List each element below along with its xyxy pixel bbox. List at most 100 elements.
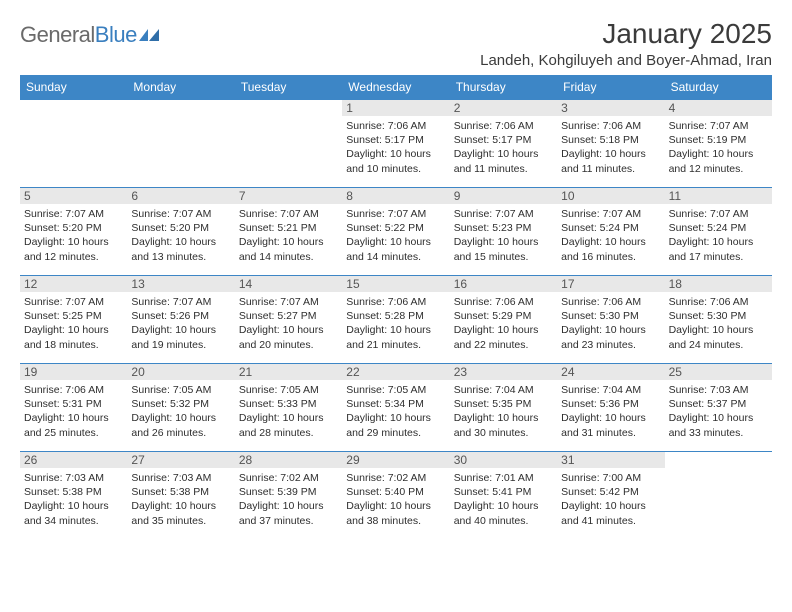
day-number: 18 [665, 276, 772, 292]
day-number: 29 [342, 452, 449, 468]
sunrise-label: Sunrise: 7:06 AM [454, 119, 553, 133]
day2-label: and 28 minutes. [239, 426, 338, 440]
calendar-cell: 8Sunrise: 7:07 AMSunset: 5:22 PMDaylight… [342, 187, 449, 275]
day-number: 28 [235, 452, 342, 468]
day2-label: and 38 minutes. [346, 514, 445, 528]
brand-gray: General [20, 22, 95, 47]
day-number: 4 [665, 100, 772, 116]
day2-label: and 19 minutes. [131, 338, 230, 352]
weekday-header-row: SundayMondayTuesdayWednesdayThursdayFrid… [20, 75, 772, 99]
calendar-cell: 29Sunrise: 7:02 AMSunset: 5:40 PMDayligh… [342, 451, 449, 539]
day1-label: Daylight: 10 hours [561, 147, 660, 161]
weekday-header: Thursday [450, 75, 557, 99]
day-number: 24 [557, 364, 664, 380]
sunset-label: Sunset: 5:26 PM [131, 309, 230, 323]
sunrise-label: Sunrise: 7:07 AM [454, 207, 553, 221]
header: GeneralBlue January 2025 Landeh, Kohgilu… [20, 18, 772, 69]
day1-label: Daylight: 10 hours [561, 235, 660, 249]
calendar-cell: 16Sunrise: 7:06 AMSunset: 5:29 PMDayligh… [450, 275, 557, 363]
sunset-label: Sunset: 5:41 PM [454, 485, 553, 499]
title-block: January 2025 Landeh, Kohgiluyeh and Boye… [480, 18, 772, 69]
sunrise-label: Sunrise: 7:07 AM [24, 207, 123, 221]
sunset-label: Sunset: 5:38 PM [131, 485, 230, 499]
day2-label: and 41 minutes. [561, 514, 660, 528]
sunset-label: Sunset: 5:23 PM [454, 221, 553, 235]
day1-label: Daylight: 10 hours [454, 147, 553, 161]
day-number: 7 [235, 188, 342, 204]
calendar-cell: 17Sunrise: 7:06 AMSunset: 5:30 PMDayligh… [557, 275, 664, 363]
sunset-label: Sunset: 5:20 PM [131, 221, 230, 235]
day1-label: Daylight: 10 hours [561, 499, 660, 513]
day2-label: and 35 minutes. [131, 514, 230, 528]
sunrise-label: Sunrise: 7:07 AM [24, 295, 123, 309]
sunset-label: Sunset: 5:32 PM [131, 397, 230, 411]
calendar-cell-empty [235, 99, 342, 187]
sunset-label: Sunset: 5:22 PM [346, 221, 445, 235]
day2-label: and 14 minutes. [239, 250, 338, 264]
weekday-header: Saturday [665, 75, 772, 99]
calendar-cell: 26Sunrise: 7:03 AMSunset: 5:38 PMDayligh… [20, 451, 127, 539]
day1-label: Daylight: 10 hours [346, 411, 445, 425]
sunset-label: Sunset: 5:30 PM [561, 309, 660, 323]
sunrise-label: Sunrise: 7:01 AM [454, 471, 553, 485]
day2-label: and 11 minutes. [561, 162, 660, 176]
sunset-label: Sunset: 5:37 PM [669, 397, 768, 411]
day2-label: and 24 minutes. [669, 338, 768, 352]
calendar-cell: 24Sunrise: 7:04 AMSunset: 5:36 PMDayligh… [557, 363, 664, 451]
sunrise-label: Sunrise: 7:03 AM [24, 471, 123, 485]
day1-label: Daylight: 10 hours [131, 499, 230, 513]
day1-label: Daylight: 10 hours [454, 235, 553, 249]
day2-label: and 10 minutes. [346, 162, 445, 176]
day1-label: Daylight: 10 hours [346, 147, 445, 161]
weekday-header: Friday [557, 75, 664, 99]
day-number: 6 [127, 188, 234, 204]
day-number: 5 [20, 188, 127, 204]
day-number: 3 [557, 100, 664, 116]
sunrise-label: Sunrise: 7:02 AM [239, 471, 338, 485]
calendar-cell-empty [20, 99, 127, 187]
day1-label: Daylight: 10 hours [454, 323, 553, 337]
sunrise-label: Sunrise: 7:06 AM [346, 295, 445, 309]
sunset-label: Sunset: 5:17 PM [346, 133, 445, 147]
day2-label: and 23 minutes. [561, 338, 660, 352]
day1-label: Daylight: 10 hours [346, 499, 445, 513]
sunset-label: Sunset: 5:33 PM [239, 397, 338, 411]
sunset-label: Sunset: 5:35 PM [454, 397, 553, 411]
day1-label: Daylight: 10 hours [561, 323, 660, 337]
calendar-cell: 1Sunrise: 7:06 AMSunset: 5:17 PMDaylight… [342, 99, 449, 187]
day1-label: Daylight: 10 hours [239, 411, 338, 425]
day2-label: and 37 minutes. [239, 514, 338, 528]
day1-label: Daylight: 10 hours [669, 323, 768, 337]
sunset-label: Sunset: 5:20 PM [24, 221, 123, 235]
sunrise-label: Sunrise: 7:06 AM [454, 295, 553, 309]
month-title: January 2025 [480, 18, 772, 50]
sunrise-label: Sunrise: 7:06 AM [346, 119, 445, 133]
day-number: 27 [127, 452, 234, 468]
sunset-label: Sunset: 5:42 PM [561, 485, 660, 499]
sunrise-label: Sunrise: 7:04 AM [561, 383, 660, 397]
day2-label: and 15 minutes. [454, 250, 553, 264]
sunrise-label: Sunrise: 7:06 AM [24, 383, 123, 397]
day2-label: and 33 minutes. [669, 426, 768, 440]
day2-label: and 25 minutes. [24, 426, 123, 440]
day2-label: and 29 minutes. [346, 426, 445, 440]
day2-label: and 18 minutes. [24, 338, 123, 352]
day1-label: Daylight: 10 hours [669, 147, 768, 161]
sunrise-label: Sunrise: 7:07 AM [669, 119, 768, 133]
day1-label: Daylight: 10 hours [669, 411, 768, 425]
day-number: 23 [450, 364, 557, 380]
day1-label: Daylight: 10 hours [24, 499, 123, 513]
sunset-label: Sunset: 5:24 PM [561, 221, 660, 235]
calendar-body: 1Sunrise: 7:06 AMSunset: 5:17 PMDaylight… [20, 99, 772, 539]
sunrise-label: Sunrise: 7:07 AM [346, 207, 445, 221]
sunrise-label: Sunrise: 7:06 AM [561, 295, 660, 309]
sunset-label: Sunset: 5:27 PM [239, 309, 338, 323]
day2-label: and 34 minutes. [24, 514, 123, 528]
day-number: 10 [557, 188, 664, 204]
calendar-cell: 4Sunrise: 7:07 AMSunset: 5:19 PMDaylight… [665, 99, 772, 187]
sunset-label: Sunset: 5:24 PM [669, 221, 768, 235]
day2-label: and 11 minutes. [454, 162, 553, 176]
sunset-label: Sunset: 5:34 PM [346, 397, 445, 411]
sunset-label: Sunset: 5:29 PM [454, 309, 553, 323]
calendar-cell: 7Sunrise: 7:07 AMSunset: 5:21 PMDaylight… [235, 187, 342, 275]
